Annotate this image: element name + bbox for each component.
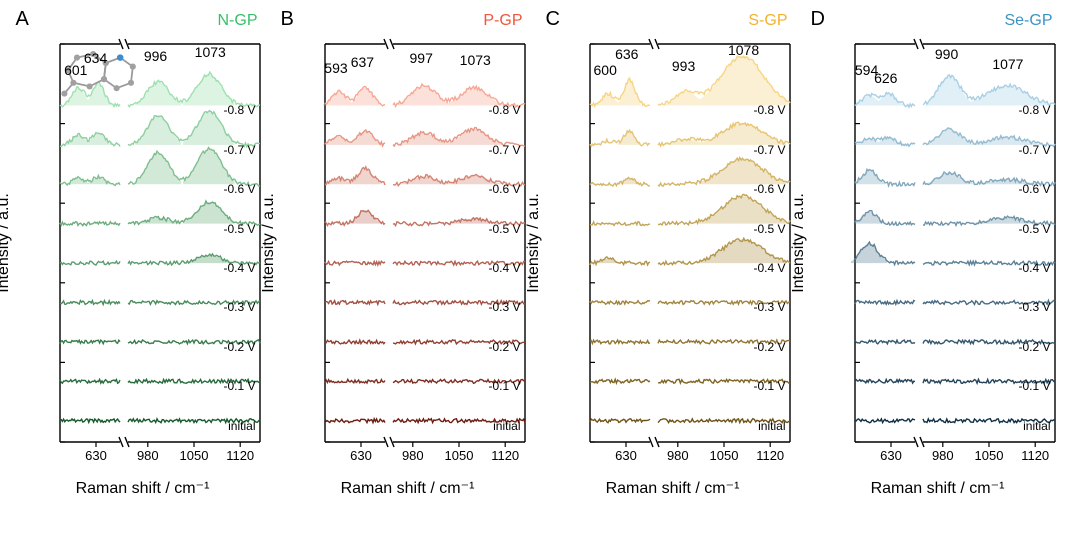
panel-letter: A	[16, 8, 29, 31]
trace-label: -0.2 V	[753, 340, 785, 354]
trace-label: -0.8 V	[488, 103, 520, 117]
trace-label: -0.6 V	[753, 182, 785, 196]
svg-text:1050: 1050	[444, 448, 473, 463]
svg-text:1120: 1120	[491, 448, 519, 463]
trace-label: -0.5 V	[223, 222, 255, 236]
plot-area: BP-GPIntensity / a.u.63098010501120-0.8 …	[283, 10, 533, 476]
x-axis-label: Raman shift / cm⁻¹	[341, 478, 475, 498]
svg-text:1050: 1050	[974, 448, 1003, 463]
spectra-figure: A N-GP Intensity / a.u. 630 980 1050 1120 -0.8 …	[0, 0, 1080, 536]
trace-label: -0.6 V	[223, 182, 255, 196]
svg-text:1050: 1050	[179, 448, 208, 463]
peak-label: 990	[935, 46, 958, 62]
trace-label: -0.7 V	[1018, 143, 1050, 157]
panel-B: BP-GPIntensity / a.u.63098010501120-0.8 …	[281, 10, 534, 498]
trace-label: -0.8 V	[223, 103, 255, 117]
panel-title: N-GP	[218, 12, 258, 30]
peak-label: 996	[144, 48, 167, 64]
x-axis-label: Raman shift / cm⁻¹	[606, 478, 740, 498]
plot-area: AN-GPIntensity / a.u.63098010501120-0.8 …	[18, 10, 268, 476]
trace-label: -0.3 V	[753, 300, 785, 314]
spectra-svg: 630 980 1050 1120	[813, 10, 1063, 476]
trace-label: -0.7 V	[488, 143, 520, 157]
svg-text:630: 630	[350, 448, 372, 463]
y-axis-label: Intensity / a.u.	[525, 193, 543, 293]
panel-title: S-GP	[748, 12, 787, 30]
panel-title: P-GP	[483, 12, 522, 30]
trace-label: initial	[228, 419, 255, 433]
peak-label: 593	[324, 60, 347, 76]
trace-label: -0.4 V	[223, 261, 255, 275]
plot-area: DSe-GPIntensity / a.u.63098010501120-0.8…	[813, 10, 1063, 476]
trace-label: -0.2 V	[488, 340, 520, 354]
peak-label: 634	[84, 50, 107, 66]
peak-label: 1077	[992, 56, 1023, 72]
panel-D: DSe-GPIntensity / a.u.63098010501120-0.8…	[811, 10, 1064, 498]
svg-text:630: 630	[615, 448, 637, 463]
x-axis-label: Raman shift / cm⁻¹	[871, 478, 1005, 498]
y-axis-label: Intensity / a.u.	[0, 193, 13, 293]
panel-C: CS-GPIntensity / a.u.63098010501120-0.8 …	[546, 10, 799, 498]
y-axis-label: Intensity / a.u.	[790, 193, 808, 293]
trace-label: -0.5 V	[1018, 222, 1050, 236]
spectra-svg: 630 980 1050 1120	[548, 10, 798, 476]
peak-label: 997	[410, 50, 433, 66]
trace-label: -0.3 V	[488, 300, 520, 314]
x-axis-label: Raman shift / cm⁻¹	[76, 478, 210, 498]
trace-label: -0.4 V	[488, 261, 520, 275]
spectra-svg: 630 980 1050 1120	[18, 10, 268, 476]
trace-label: initial	[1023, 419, 1050, 433]
peak-label: 1073	[195, 44, 226, 60]
spectra-svg: 630 980 1050 1120	[283, 10, 533, 476]
trace-label: initial	[758, 419, 785, 433]
trace-label: initial	[493, 419, 520, 433]
peak-label: 637	[351, 54, 374, 70]
svg-text:1120: 1120	[1021, 448, 1049, 463]
trace-label: -0.7 V	[223, 143, 255, 157]
peak-label: 626	[874, 70, 897, 86]
trace-label: -0.8 V	[753, 103, 785, 117]
peak-label: 1078	[728, 42, 759, 58]
svg-text:1120: 1120	[226, 448, 254, 463]
svg-text:630: 630	[85, 448, 107, 463]
panel-A: AN-GPIntensity / a.u.63098010501120-0.8 …	[16, 10, 269, 498]
trace-label: -0.1 V	[1018, 379, 1050, 393]
panel-title: Se-GP	[1004, 12, 1052, 30]
trace-label: -0.4 V	[753, 261, 785, 275]
trace-label: -0.5 V	[753, 222, 785, 236]
y-axis-label: Intensity / a.u.	[260, 193, 278, 293]
svg-text:1120: 1120	[756, 448, 784, 463]
panel-letter: B	[281, 8, 294, 31]
trace-label: -0.6 V	[488, 182, 520, 196]
peak-label: 1073	[460, 52, 491, 68]
svg-text:980: 980	[401, 448, 423, 463]
trace-label: -0.3 V	[223, 300, 255, 314]
trace-label: -0.1 V	[223, 379, 255, 393]
trace-label: -0.2 V	[223, 340, 255, 354]
plot-area: CS-GPIntensity / a.u.63098010501120-0.8 …	[548, 10, 798, 476]
svg-text:630: 630	[880, 448, 902, 463]
trace-label: -0.6 V	[1018, 182, 1050, 196]
trace-label: -0.5 V	[488, 222, 520, 236]
svg-text:980: 980	[931, 448, 953, 463]
peak-label: 636	[615, 46, 638, 62]
trace-label: -0.1 V	[753, 379, 785, 393]
peak-label: 600	[594, 62, 617, 78]
trace-label: -0.2 V	[1018, 340, 1050, 354]
svg-text:980: 980	[666, 448, 688, 463]
trace-label: -0.8 V	[1018, 103, 1050, 117]
trace-label: -0.7 V	[753, 143, 785, 157]
peak-label: 993	[672, 58, 695, 74]
trace-label: -0.3 V	[1018, 300, 1050, 314]
svg-text:980: 980	[136, 448, 158, 463]
panel-letter: C	[546, 8, 560, 31]
panel-letter: D	[811, 8, 825, 31]
svg-text:1050: 1050	[709, 448, 738, 463]
trace-label: -0.1 V	[488, 379, 520, 393]
trace-label: -0.4 V	[1018, 261, 1050, 275]
